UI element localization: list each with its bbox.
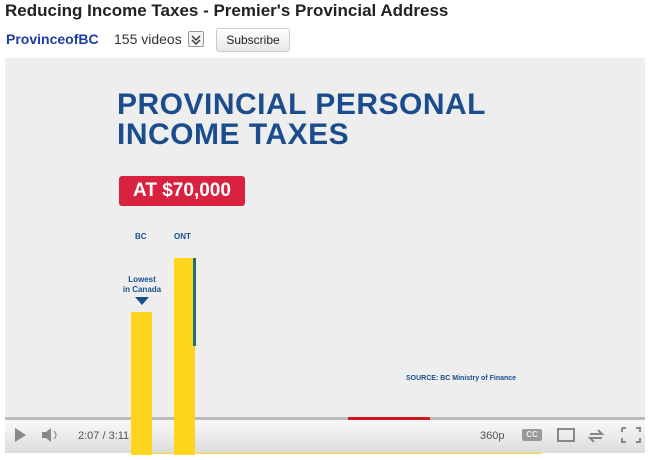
subscribe-button[interactable]: Subscribe: [216, 28, 290, 52]
annotation-arrow: [135, 297, 149, 305]
progress-played: [348, 417, 430, 420]
video-frame[interactable]: [5, 58, 645, 418]
bar-label: BC: [135, 232, 147, 241]
slide-heading: PROVINCIAL PERSONAL: [117, 88, 486, 121]
ont-bar-edge: [193, 258, 196, 346]
video-count[interactable]: 155 videos: [114, 31, 182, 47]
bc-bar: [131, 312, 152, 455]
annotation: in Canada: [122, 285, 162, 294]
slide-badge: AT $70,000: [119, 176, 245, 206]
channel-link[interactable]: ProvinceofBC: [6, 31, 99, 47]
source-note: SOURCE: BC Ministry of Finance: [406, 375, 517, 382]
quality-button[interactable]: 360p: [480, 430, 505, 442]
playback-buttons[interactable]: [12, 426, 72, 444]
ont-bar: [174, 258, 195, 455]
dropdown-icon: [191, 35, 201, 45]
progress-track[interactable]: [5, 417, 645, 420]
dropdown-button[interactable]: [188, 31, 204, 47]
time-display: 2:07 / 3:11: [78, 430, 130, 442]
captions-button[interactable]: CC: [522, 429, 542, 441]
view-buttons[interactable]: [556, 426, 641, 444]
bar-label: ONT: [174, 232, 191, 241]
slide-heading: INCOME TAXES: [117, 118, 350, 151]
video-title: Reducing Income Taxes - Premier's Provin…: [5, 1, 449, 20]
annotation: Lowest: [128, 275, 156, 284]
baseline: [131, 453, 541, 454]
